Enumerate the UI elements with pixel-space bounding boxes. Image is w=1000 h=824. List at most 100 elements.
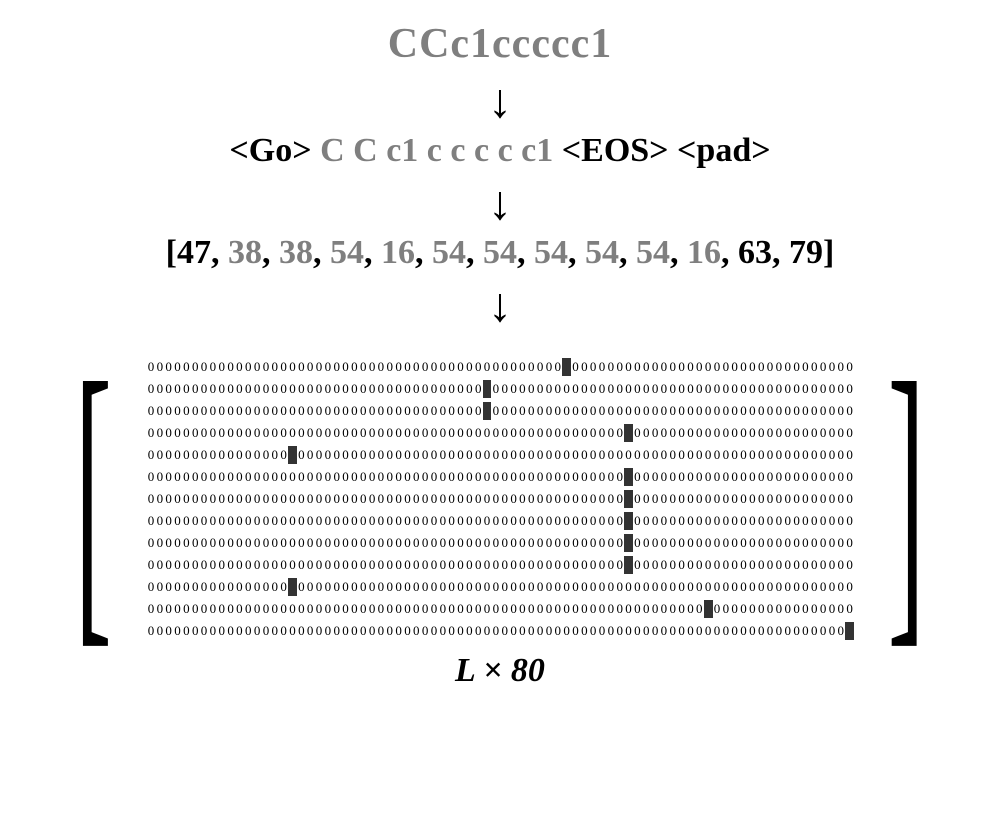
onehot-cell-zero: 0 bbox=[341, 446, 350, 464]
onehot-cell-zero: 0 bbox=[713, 490, 722, 508]
onehot-cell-zero: 0 bbox=[757, 622, 766, 640]
onehot-cell-zero: 0 bbox=[226, 534, 235, 552]
onehot-cell-zero: 0 bbox=[217, 490, 226, 508]
onehot-cell-zero: 0 bbox=[810, 424, 819, 442]
onehot-cell-zero: 0 bbox=[368, 512, 377, 530]
onehot-cell-zero: 0 bbox=[359, 402, 368, 420]
onehot-cell-zero: 0 bbox=[642, 380, 651, 398]
onehot-cell-zero: 0 bbox=[757, 446, 766, 464]
onehot-cell-zero: 0 bbox=[385, 600, 394, 618]
onehot-cell-zero: 0 bbox=[660, 578, 669, 596]
onehot-cell-zero: 0 bbox=[235, 468, 244, 486]
onehot-cell-zero: 0 bbox=[491, 424, 500, 442]
onehot-cell-zero: 0 bbox=[377, 446, 386, 464]
onehot-cell-zero: 0 bbox=[792, 468, 801, 486]
onehot-cell-zero: 0 bbox=[828, 468, 837, 486]
onehot-cell-zero: 0 bbox=[377, 490, 386, 508]
onehot-cell-zero: 0 bbox=[377, 512, 386, 530]
onehot-cell-zero: 0 bbox=[783, 600, 792, 618]
onehot-cell-zero: 0 bbox=[147, 600, 156, 618]
onehot-cell-zero: 0 bbox=[651, 468, 660, 486]
onehot-cell-zero: 0 bbox=[208, 424, 217, 442]
onehot-cell-zero: 0 bbox=[739, 380, 748, 398]
onehot-cell-zero: 0 bbox=[474, 622, 483, 640]
onehot-cell-zero: 0 bbox=[713, 380, 722, 398]
token: c bbox=[498, 132, 513, 169]
onehot-cell-zero: 0 bbox=[668, 468, 677, 486]
onehot-cell-zero: 0 bbox=[447, 578, 456, 596]
onehot-cell-zero: 0 bbox=[730, 402, 739, 420]
onehot-cell-zero: 0 bbox=[571, 578, 580, 596]
onehot-cell-zero: 0 bbox=[518, 600, 527, 618]
onehot-cell-zero: 0 bbox=[288, 358, 297, 376]
onehot-cell-zero: 0 bbox=[315, 556, 324, 574]
onehot-cell-zero: 0 bbox=[217, 468, 226, 486]
onehot-cell-zero: 0 bbox=[279, 622, 288, 640]
onehot-cell-zero: 0 bbox=[465, 622, 474, 640]
onehot-cell-zero: 0 bbox=[394, 424, 403, 442]
onehot-cell-zero: 0 bbox=[491, 380, 500, 398]
onehot-cell-zero: 0 bbox=[323, 468, 332, 486]
onehot-cell-zero: 0 bbox=[730, 556, 739, 574]
onehot-cell-zero: 0 bbox=[801, 556, 810, 574]
onehot-cell-zero: 0 bbox=[164, 402, 173, 420]
onehot-cell-zero: 0 bbox=[695, 446, 704, 464]
onehot-cell-zero: 0 bbox=[270, 556, 279, 574]
onehot-cell-zero: 0 bbox=[217, 446, 226, 464]
onehot-cell-zero: 0 bbox=[810, 490, 819, 508]
onehot-cell-one: 1 bbox=[624, 468, 633, 486]
onehot-cell-one: 1 bbox=[483, 402, 492, 420]
onehot-cell-zero: 0 bbox=[173, 446, 182, 464]
onehot-cell-zero: 0 bbox=[721, 490, 730, 508]
onehot-cell-zero: 0 bbox=[208, 600, 217, 618]
onehot-cell-zero: 0 bbox=[270, 512, 279, 530]
onehot-cell-zero: 0 bbox=[385, 424, 394, 442]
onehot-cell-zero: 0 bbox=[695, 534, 704, 552]
onehot-cell-zero: 0 bbox=[421, 424, 430, 442]
onehot-cell-zero: 0 bbox=[509, 424, 518, 442]
onehot-cell-zero: 0 bbox=[430, 578, 439, 596]
onehot-cell-zero: 0 bbox=[536, 600, 545, 618]
onehot-cell-zero: 0 bbox=[323, 358, 332, 376]
onehot-cell-zero: 0 bbox=[713, 358, 722, 376]
onehot-cell-zero: 0 bbox=[748, 446, 757, 464]
onehot-cell-zero: 0 bbox=[253, 534, 262, 552]
onehot-cell-zero: 0 bbox=[704, 512, 713, 530]
onehot-cell-zero: 0 bbox=[668, 556, 677, 574]
onehot-cell-zero: 0 bbox=[438, 424, 447, 442]
onehot-cell-zero: 0 bbox=[235, 402, 244, 420]
onehot-cell-zero: 0 bbox=[403, 380, 412, 398]
onehot-cell-zero: 0 bbox=[757, 490, 766, 508]
onehot-cell-zero: 0 bbox=[270, 446, 279, 464]
index-value: 79 bbox=[789, 234, 823, 271]
onehot-cell-zero: 0 bbox=[430, 556, 439, 574]
onehot-cell-zero: 0 bbox=[297, 534, 306, 552]
onehot-cell-zero: 0 bbox=[845, 424, 854, 442]
onehot-cell-zero: 0 bbox=[173, 424, 182, 442]
onehot-cell-zero: 0 bbox=[606, 402, 615, 420]
onehot-cell-zero: 0 bbox=[527, 468, 536, 486]
onehot-cell-zero: 0 bbox=[792, 534, 801, 552]
onehot-cell-zero: 0 bbox=[253, 446, 262, 464]
onehot-cell-zero: 0 bbox=[341, 468, 350, 486]
onehot-cell-zero: 0 bbox=[686, 446, 695, 464]
onehot-cell-zero: 0 bbox=[704, 622, 713, 640]
onehot-cell-zero: 0 bbox=[836, 556, 845, 574]
onehot-cell-zero: 0 bbox=[713, 600, 722, 618]
onehot-cell-zero: 0 bbox=[792, 358, 801, 376]
onehot-cell-zero: 0 bbox=[730, 358, 739, 376]
onehot-cell-zero: 0 bbox=[474, 446, 483, 464]
onehot-cell-zero: 0 bbox=[483, 512, 492, 530]
onehot-cell-zero: 0 bbox=[527, 534, 536, 552]
onehot-cell-zero: 0 bbox=[518, 446, 527, 464]
onehot-cell-zero: 0 bbox=[766, 446, 775, 464]
onehot-cell-zero: 0 bbox=[306, 556, 315, 574]
onehot-cell-zero: 0 bbox=[624, 358, 633, 376]
onehot-cell-zero: 0 bbox=[651, 424, 660, 442]
onehot-cell-zero: 0 bbox=[155, 424, 164, 442]
onehot-cell-zero: 0 bbox=[509, 512, 518, 530]
onehot-cell-zero: 0 bbox=[774, 468, 783, 486]
onehot-cell-zero: 0 bbox=[571, 424, 580, 442]
onehot-cell-zero: 0 bbox=[580, 578, 589, 596]
onehot-cell-zero: 0 bbox=[536, 468, 545, 486]
